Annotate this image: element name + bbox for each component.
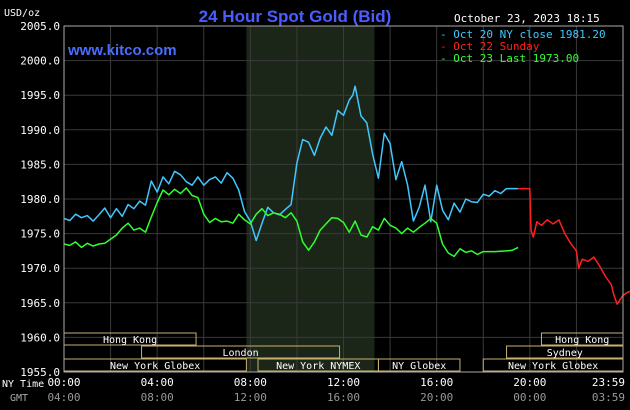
x-tick-label-ny: 20:00 xyxy=(513,376,546,389)
y-tick-label: 1970.0 xyxy=(20,262,60,275)
session-bar xyxy=(377,358,461,372)
x-tick-label-ny: 04:00 xyxy=(141,376,174,389)
x-tick-label-gmt: 12:00 xyxy=(234,391,267,404)
price-series xyxy=(63,85,630,305)
session-label: New York Globex xyxy=(110,361,200,372)
session-label: New York NYMEX xyxy=(276,361,360,372)
session-bar xyxy=(141,345,341,359)
legend: - Oct 20 NY close 1981.20- Oct 22 Sunday… xyxy=(440,28,606,65)
session-label: Hong Kong xyxy=(555,335,609,346)
session-label: Sydney xyxy=(547,348,583,359)
y-tick-label: 2005.0 xyxy=(20,20,60,33)
session-label: New York Globex xyxy=(508,361,598,372)
y-tick-label: 1980.0 xyxy=(20,193,60,206)
y-tick-label: 1965.0 xyxy=(20,297,60,310)
y-axis: 2005.0 2000.0 1995.0 1990.0 1985.0 1980.0 1975… xyxy=(20,20,60,379)
x-tick-label-gmt: 20:00 xyxy=(420,391,453,404)
y-tick-label: 1975.0 xyxy=(20,228,60,241)
x-tick-label-gmt: 08:00 xyxy=(141,391,174,404)
legend-entry: - Oct 20 NY close 1981.20 xyxy=(440,28,606,41)
y-tick-label: 1995.0 xyxy=(20,89,60,102)
y-tick-label: 1955.0 xyxy=(20,366,60,379)
chart-title: 24 Hour Spot Gold (Bid) xyxy=(199,7,392,26)
x-tick-label-gmt: 04:00 xyxy=(47,391,80,404)
x-tick-label-gmt: 03:59 xyxy=(592,391,625,404)
x-tick-label-ny: 12:00 xyxy=(327,376,360,389)
x-axis-label-ny: NY Time xyxy=(2,379,44,390)
x-axis-label-gmt: GMT xyxy=(10,393,28,404)
x-tick-label-ny: 08:00 xyxy=(234,376,267,389)
legend-entry: - Oct 22 Sunday xyxy=(440,40,540,53)
plot-border xyxy=(63,25,624,373)
x-tick-label-ny: 16:00 xyxy=(420,376,453,389)
session-label: London xyxy=(222,348,258,359)
series-line-2 xyxy=(63,187,519,258)
session-label: Hong Kong xyxy=(103,335,157,346)
y-tick-label: 1960.0 xyxy=(20,331,60,344)
y-tick-label: 2000.0 xyxy=(20,55,60,68)
x-tick-label-gmt: 00:00 xyxy=(513,391,546,404)
x-tick-label-gmt: 16:00 xyxy=(327,391,360,404)
website-label: www.kitco.com xyxy=(67,42,177,59)
x-tick-label-ny: 00:00 xyxy=(47,376,80,389)
y-tick-label: 1985.0 xyxy=(20,158,60,171)
timestamp: October 23, 2023 18:15 xyxy=(454,12,600,25)
x-tick-label-ny: 23:59 xyxy=(592,376,625,389)
series-line-1 xyxy=(518,187,630,305)
x-axis: NY Time GMT 00:00 04:00 04:00 08:00 08:00 12:00… xyxy=(2,376,625,404)
session-label: NY Globex xyxy=(392,361,446,372)
y-axis-label: USD/oz xyxy=(4,8,40,19)
series-line-0 xyxy=(63,85,519,242)
y-tick-label: 1990.0 xyxy=(20,124,60,137)
legend-entry: - Oct 23 Last 1973.00 xyxy=(440,52,579,65)
